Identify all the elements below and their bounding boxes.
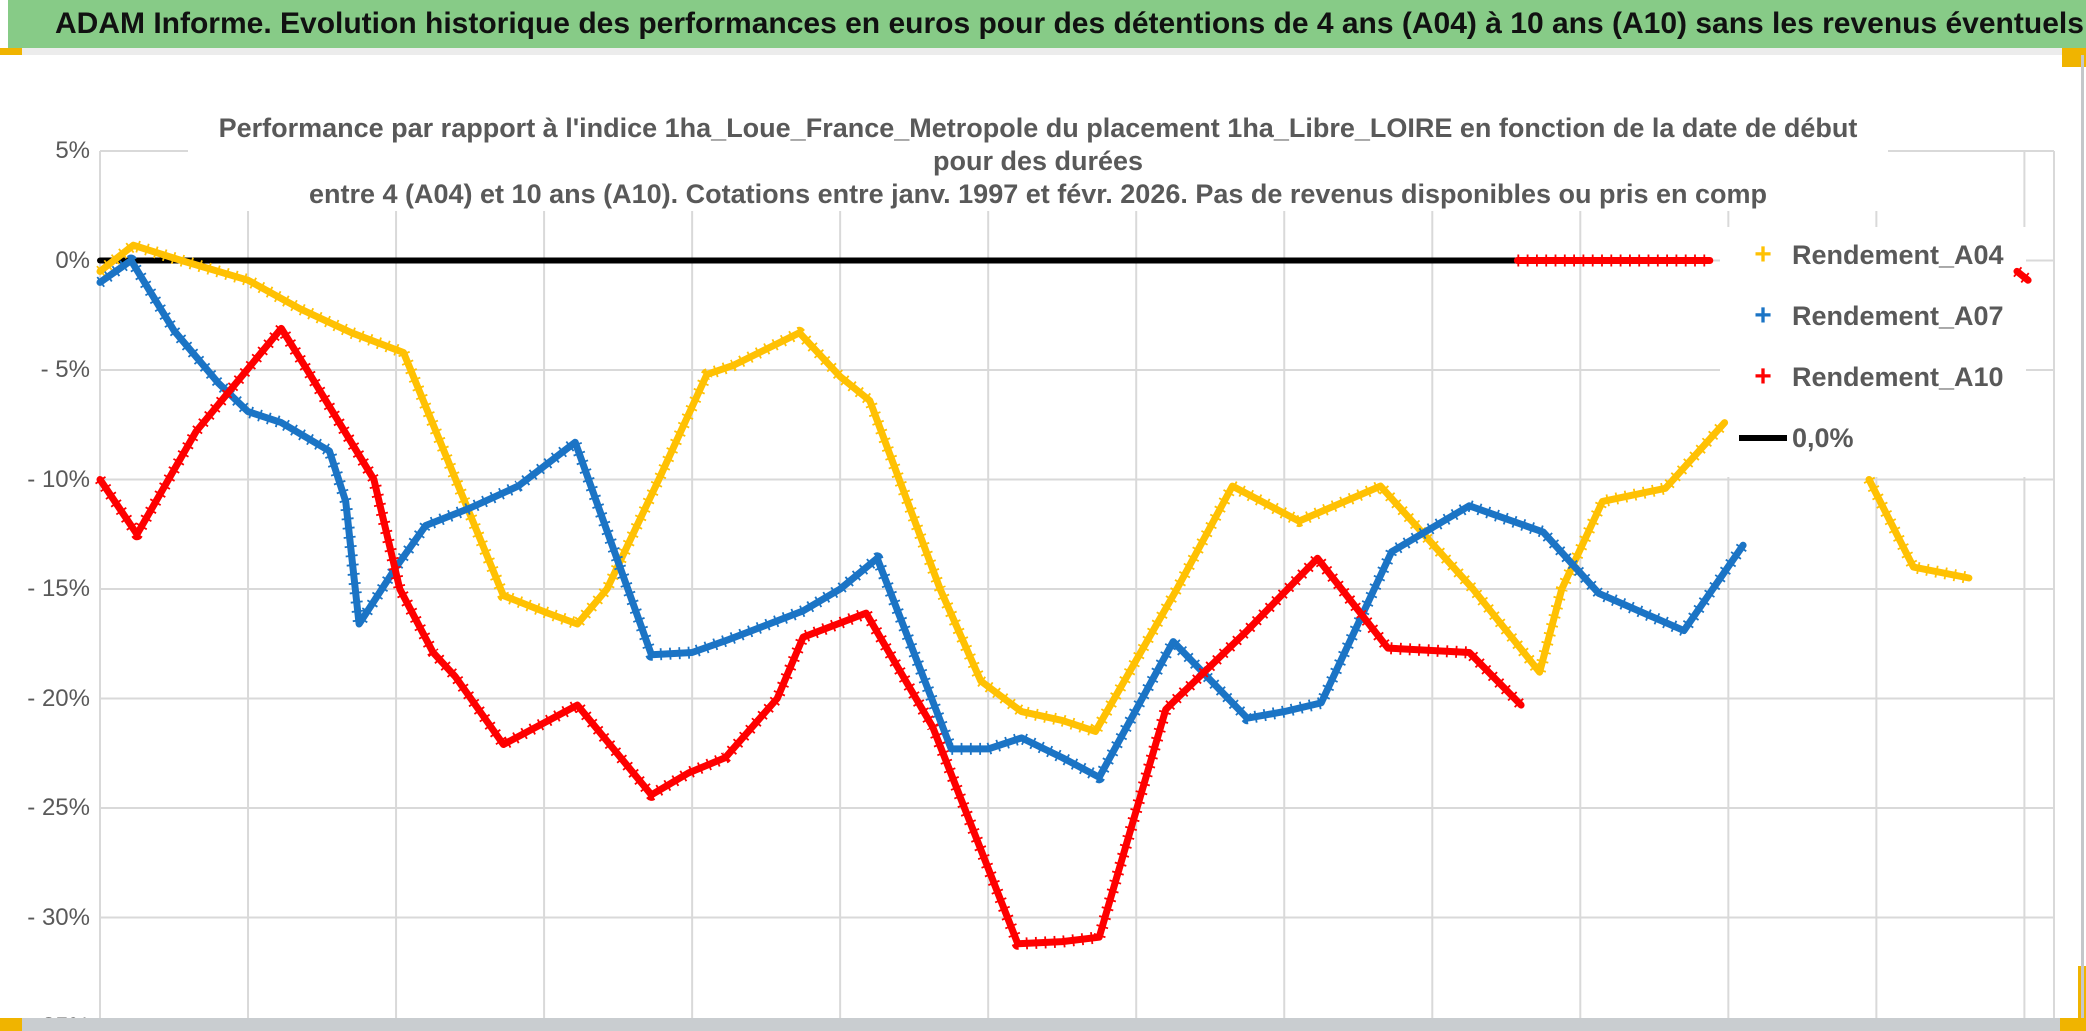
legend-label: 0,0% xyxy=(1792,422,1854,453)
chart-title-line1: Performance par rapport à l'indice 1ha_L… xyxy=(218,113,1858,176)
gold-accent-top-left xyxy=(0,48,22,55)
legend-item-0-0-[interactable]: 0,0% xyxy=(1734,418,1854,458)
chart-title: Performance par rapport à l'indice 1ha_L… xyxy=(188,112,1888,211)
screen-right-border xyxy=(2081,55,2084,1018)
header-divider xyxy=(0,48,2086,55)
y-tick-label: - 30% xyxy=(27,903,90,931)
gold-accent-bottom-left xyxy=(0,1018,22,1031)
y-tick-label: - 5% xyxy=(40,356,90,383)
y-tick-label: 5% xyxy=(55,137,90,164)
legend-label: Rendement_A10 xyxy=(1792,361,2004,392)
y-tick-label: - 20% xyxy=(27,684,90,712)
gold-accent-top-right xyxy=(2062,48,2086,67)
legend-item-rendement-a04[interactable]: + Rendement_A04 xyxy=(1734,235,2004,275)
legend-item-rendement-a07[interactable]: + Rendement_A07 xyxy=(1734,296,2004,336)
y-tick-label: - 10% xyxy=(27,465,90,493)
chart-title-line2: entre 4 (A04) et 10 ans (A10). Cotations… xyxy=(308,179,1768,209)
legend-plus-marker-icon: + xyxy=(1754,238,1772,271)
series-Rendement_A04 xyxy=(96,239,1973,738)
y-tick-label: - 25% xyxy=(27,794,90,821)
bottom-bar xyxy=(0,1018,2086,1031)
gold-accent-bottom-right xyxy=(2060,1018,2086,1031)
series-Rendement_A07 xyxy=(96,254,1749,784)
page-title: ADAM Informe. Evolution historique des p… xyxy=(8,0,2086,48)
chart-card[interactable]: Performance par rapport à l'indice 1ha_L… xyxy=(8,55,2078,1031)
series-Rendement_A10 xyxy=(95,254,2032,950)
legend-plus-marker-icon: + xyxy=(1754,360,1772,393)
legend-plus-marker-icon: + xyxy=(1754,299,1772,332)
legend-label: Rendement_A07 xyxy=(1792,300,2004,331)
y-tick-label: 0% xyxy=(55,246,90,274)
legend-label: Rendement_A04 xyxy=(1792,239,2004,270)
legend-item-rendement-a10[interactable]: + Rendement_A10 xyxy=(1734,357,2004,397)
legend-zero-line-icon xyxy=(1739,435,1787,441)
y-tick-label: - 15% xyxy=(27,575,90,602)
